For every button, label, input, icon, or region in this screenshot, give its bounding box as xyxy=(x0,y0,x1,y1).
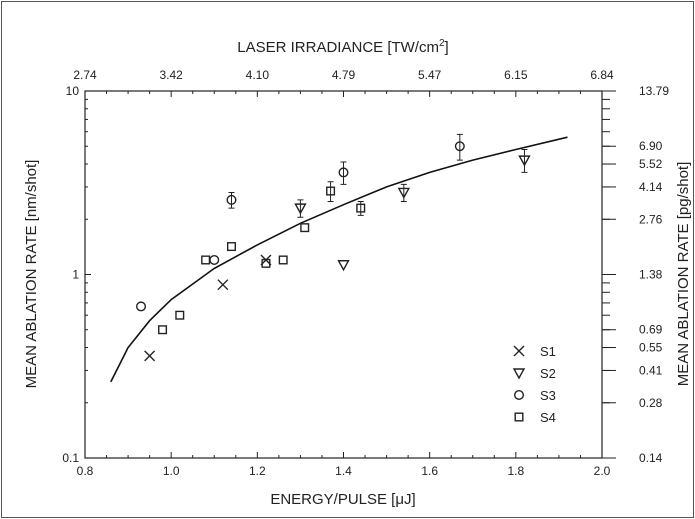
point-s4 xyxy=(300,223,310,233)
point-s3 xyxy=(338,167,349,178)
legend-marker-s1 xyxy=(513,345,525,357)
right-tick-label: 4.14 xyxy=(639,180,663,194)
axes: 0.8 1.0 1.2 1.4 1.6 1.8 2.0 2.74 3.42 4.10 4.79 5.4… xyxy=(62,68,669,478)
point-s1 xyxy=(144,350,156,362)
right-tick-label: 0.41 xyxy=(639,363,663,377)
top-tick-label: 2.74 xyxy=(73,68,97,82)
right-tick-label: 0.69 xyxy=(639,323,663,337)
top-tick-label: 5.47 xyxy=(418,68,442,82)
point-s2 xyxy=(518,155,531,167)
x-tick-label: 1.0 xyxy=(163,464,180,478)
y-axis-label: MEAN ABLATION RATE [nm/shot] xyxy=(23,160,40,389)
y-tick-label: 0.1 xyxy=(62,451,79,465)
right-tick-label: 13.79 xyxy=(639,84,669,98)
point-s3 xyxy=(136,301,147,312)
x-tick-label: 1.8 xyxy=(507,464,524,478)
y-tick-label: 10 xyxy=(66,84,80,98)
point-s2 xyxy=(294,203,307,215)
error-bar xyxy=(456,133,463,161)
x-tick-label: 0.8 xyxy=(77,464,94,478)
x-tick-label: 2.0 xyxy=(594,464,611,478)
top-tick-label: 4.10 xyxy=(246,68,270,82)
right-tick-label: 5.52 xyxy=(639,157,663,171)
right-tick-label: 0.55 xyxy=(639,341,663,355)
point-s3 xyxy=(226,194,237,205)
legend-label-s1: S1 xyxy=(540,344,556,359)
right-tick-label: 1.38 xyxy=(639,268,663,282)
point-s4 xyxy=(201,255,211,265)
point-s4 xyxy=(261,258,271,268)
error-bar xyxy=(340,161,347,185)
point-s3 xyxy=(454,141,465,152)
data-points xyxy=(136,133,531,362)
legend-label-s2: S2 xyxy=(540,366,556,381)
right-tick-label: 6.90 xyxy=(639,139,663,153)
point-s4 xyxy=(326,186,336,196)
legend-label-s3: S3 xyxy=(540,388,556,403)
top-tick-label: 6.15 xyxy=(504,68,528,82)
error-bar xyxy=(327,181,334,202)
point-s4 xyxy=(278,255,288,265)
right-tick-label: 0.28 xyxy=(639,396,663,410)
top-tick-label: 6.84 xyxy=(590,68,614,82)
point-s4 xyxy=(226,242,236,252)
top-tick-label: 3.42 xyxy=(159,68,183,82)
point-s2 xyxy=(397,187,411,199)
legend-marker-s2 xyxy=(512,368,526,380)
top-axis-label: LASER IRRADIANCE [TW/cm2] xyxy=(237,38,448,56)
x-axis-label: ENERGY/PULSE [μJ] xyxy=(270,491,415,508)
legend-marker-s4 xyxy=(514,412,524,422)
point-s4 xyxy=(356,203,366,213)
legend-label-s4: S4 xyxy=(540,410,556,425)
x-tick-label: 1.6 xyxy=(421,464,438,478)
legend-marker-s3 xyxy=(514,390,525,401)
top-tick-label: 4.79 xyxy=(332,68,356,82)
x-tick-label: 1.2 xyxy=(249,464,266,478)
point-s1 xyxy=(217,279,229,291)
error-bar xyxy=(521,148,528,173)
point-s2 xyxy=(337,260,350,272)
y-tick-label: 1 xyxy=(72,268,79,282)
right-axis-label: MEAN ABLATION RATE [pg/shot] xyxy=(675,162,692,387)
point-s4 xyxy=(158,325,168,335)
right-tick-label: 0.14 xyxy=(639,451,663,465)
right-tick-label: 2.76 xyxy=(639,212,663,226)
x-tick-label: 1.4 xyxy=(335,464,352,478)
point-s4 xyxy=(175,310,185,320)
legend: S1 S2 S3 S4 xyxy=(512,344,556,425)
